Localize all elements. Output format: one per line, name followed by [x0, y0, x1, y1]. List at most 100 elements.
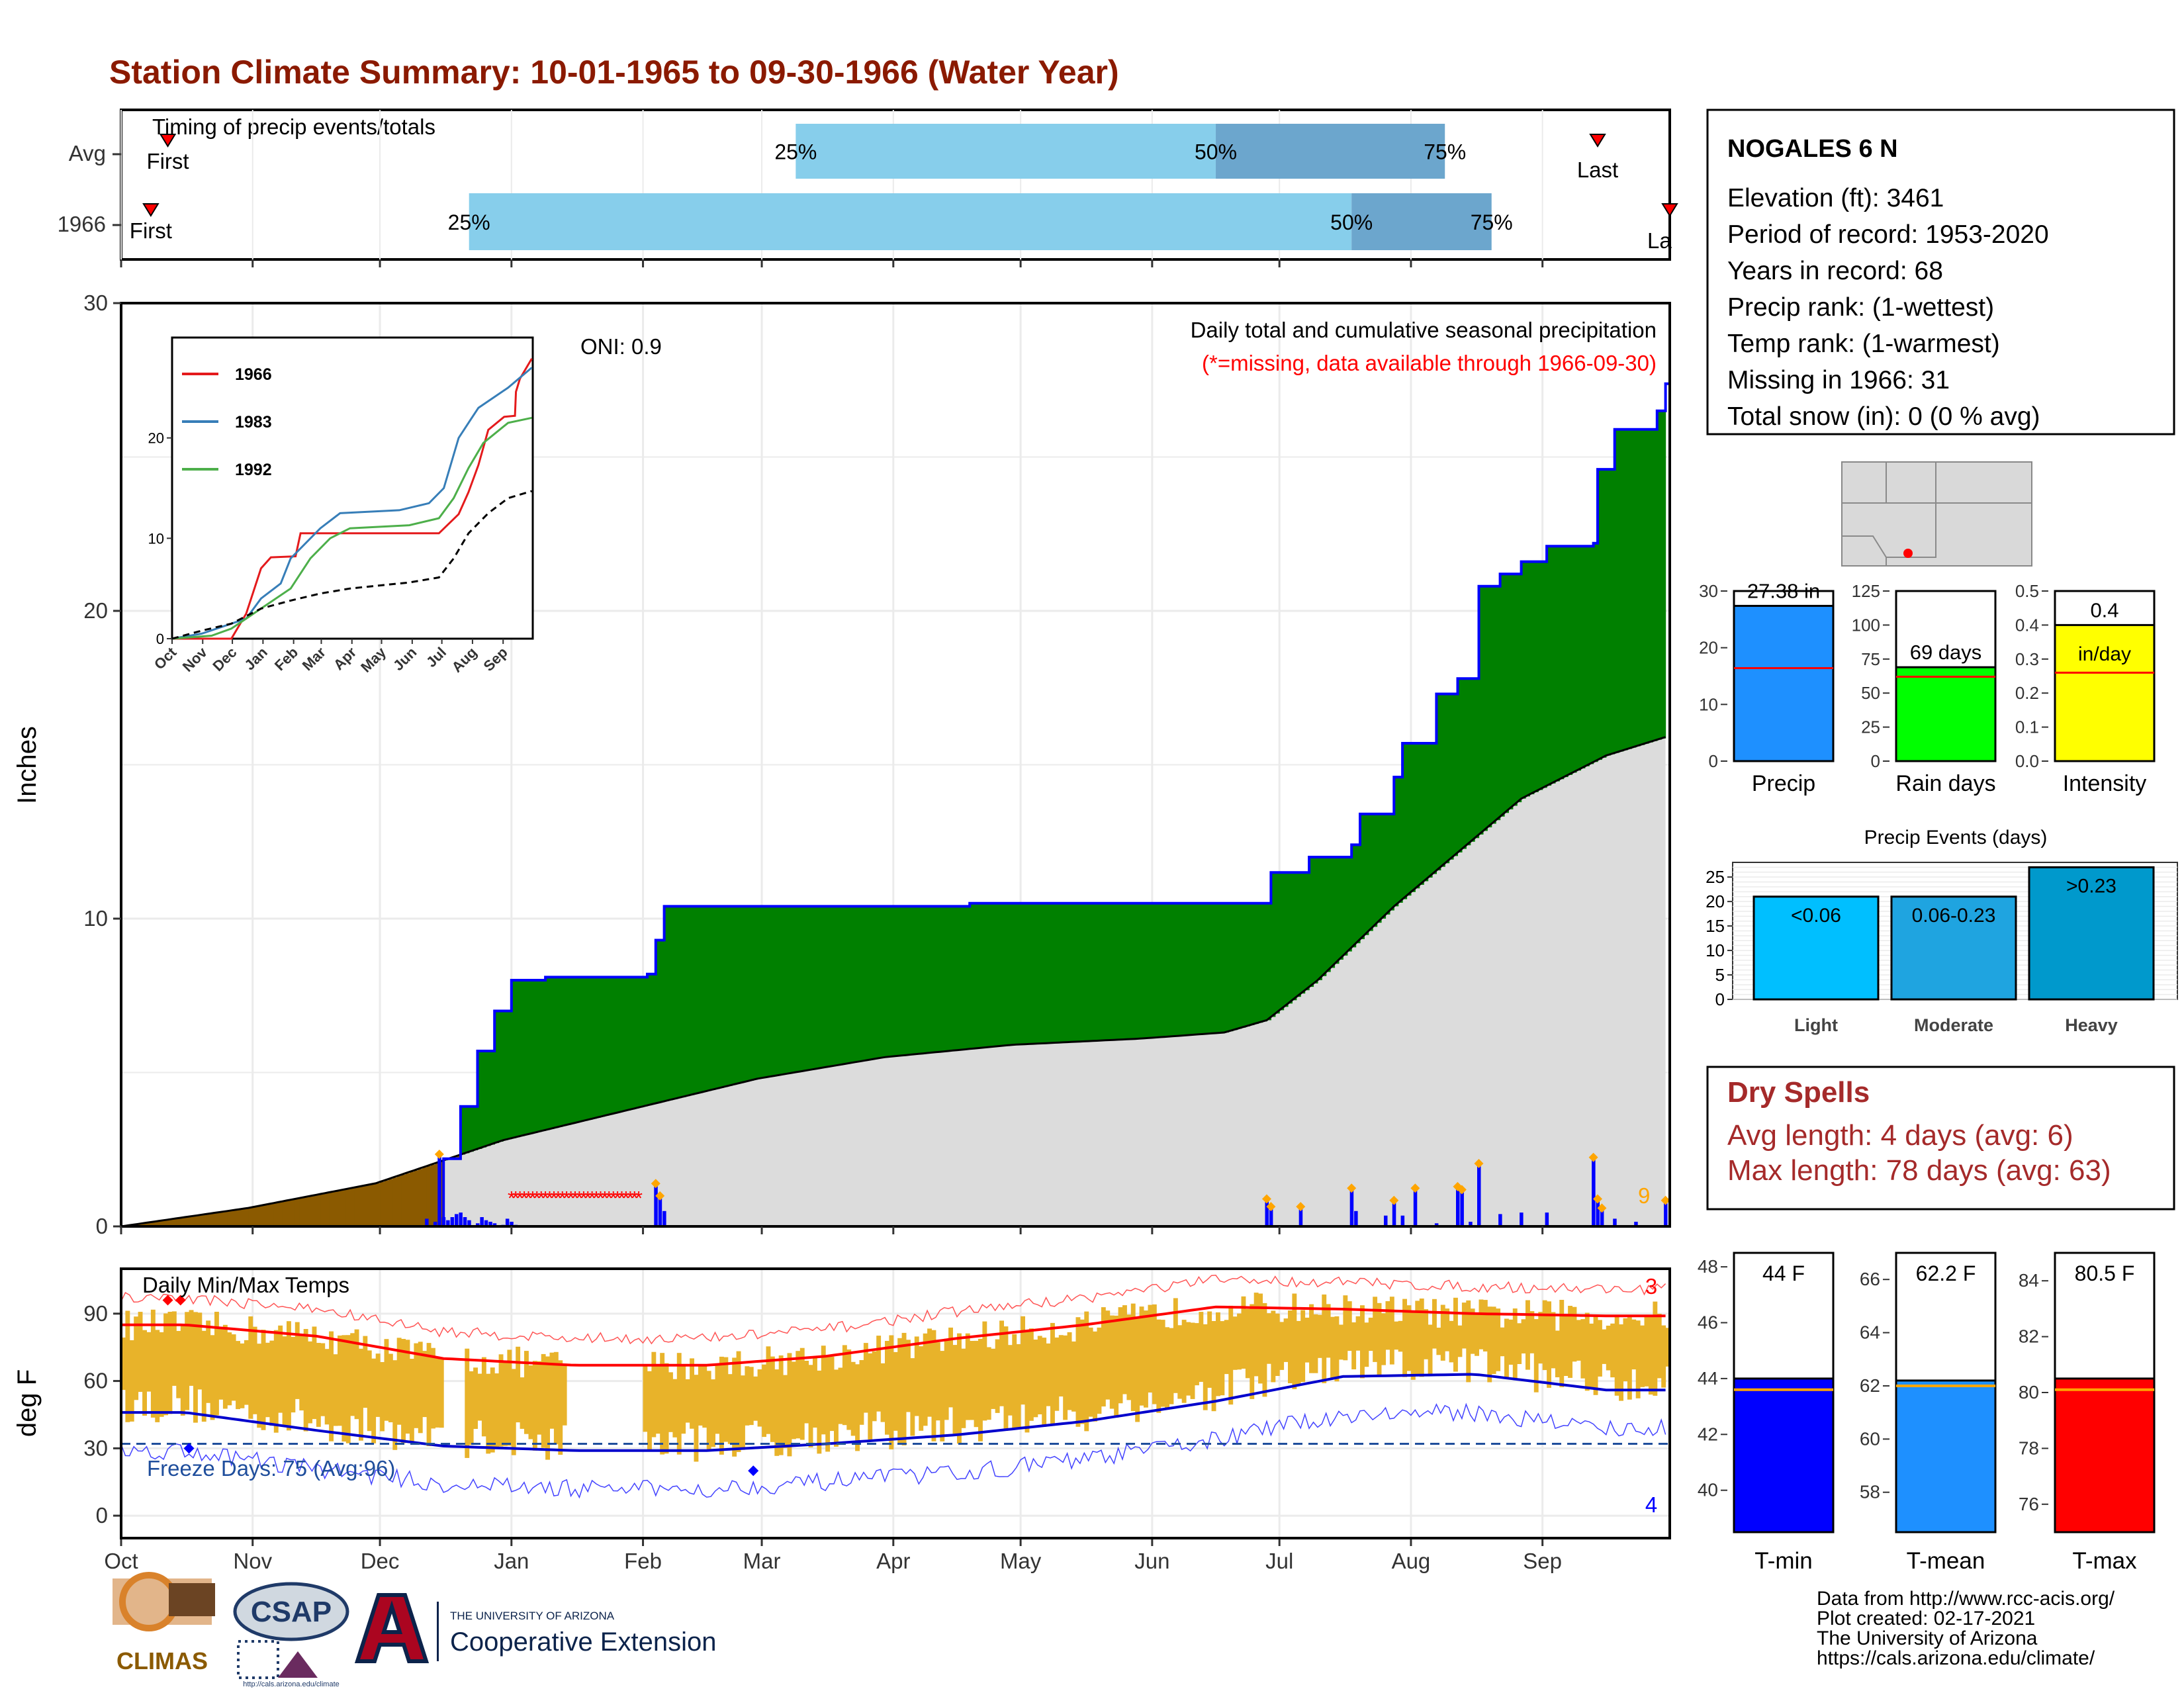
- daily-temp-bar: [554, 1352, 559, 1445]
- above-normal-segment: [851, 906, 856, 1063]
- daily-temp-bar: [1339, 1325, 1343, 1360]
- tmin-y-tick-label: 42: [1698, 1424, 1718, 1444]
- daily-temp-bar: [232, 1334, 236, 1400]
- above-normal-segment: [686, 906, 690, 1096]
- timing-year-last-label: La: [1647, 228, 1672, 253]
- above-normal-segment: [809, 906, 813, 1070]
- daily-temp-bar: [1029, 1328, 1034, 1421]
- above-normal-segment: [617, 977, 622, 1113]
- station-missing: Missing in 1966: 31: [1727, 366, 1950, 394]
- above-normal-segment: [758, 906, 762, 1078]
- daily-temp-bar: [686, 1379, 690, 1423]
- above-normal-segment: [626, 977, 631, 1111]
- daily-temp-bar: [893, 1352, 898, 1431]
- daily-temp-bar: [1500, 1328, 1505, 1357]
- above-normal-segment: [1386, 814, 1390, 915]
- daily-precip-bar: [654, 1185, 658, 1226]
- above-normal-segment: [1237, 903, 1242, 1029]
- above-normal-segment: [1297, 872, 1301, 997]
- above-normal-segment: [991, 903, 995, 1047]
- daily-temp-bar: [1356, 1316, 1361, 1351]
- daily-temp-bar: [206, 1320, 210, 1403]
- above-normal-segment: [1025, 903, 1030, 1044]
- above-normal-segment: [1381, 814, 1386, 919]
- raindays-y-tick-label: 25: [1861, 717, 1880, 737]
- above-normal-segment: [932, 906, 936, 1052]
- above-normal-segment: [1140, 903, 1144, 1039]
- daily-precip-bar: [1354, 1211, 1358, 1226]
- inset-legend-label: 1983: [235, 413, 272, 432]
- tmin-y-tick-label: 48: [1698, 1256, 1718, 1277]
- tmin-bar-fill: [1734, 1379, 1833, 1532]
- above-normal-segment: [834, 906, 839, 1066]
- below-normal-segment: [392, 1177, 397, 1226]
- events-category-label: Heavy: [2065, 1015, 2118, 1035]
- daily-temp-bar: [936, 1342, 940, 1420]
- above-normal-segment: [1144, 903, 1148, 1038]
- above-normal-segment: [1522, 562, 1526, 799]
- above-normal-segment: [1246, 903, 1250, 1027]
- dry-spells-title: Dry Spells: [1727, 1076, 1870, 1109]
- above-normal-segment: [1207, 903, 1212, 1034]
- above-normal-segment: [1118, 903, 1123, 1040]
- events-bar-label: <0.06: [1791, 905, 1841, 927]
- daily-temp-bar: [643, 1366, 648, 1432]
- daily-temp-bar: [851, 1362, 856, 1436]
- below-normal-segment: [385, 1181, 389, 1226]
- below-normal-segment: [346, 1189, 351, 1226]
- daily-temp-bar: [269, 1341, 274, 1426]
- temp-x-tick-label: Sep: [1523, 1549, 1562, 1573]
- below-normal-segment: [202, 1214, 206, 1226]
- daily-temp-bar: [728, 1374, 733, 1444]
- below-normal-segment: [316, 1195, 321, 1226]
- daily-temp-bar: [380, 1362, 385, 1432]
- above-normal-segment: [872, 906, 877, 1059]
- tmax-y-tick-label: 82: [2019, 1326, 2039, 1347]
- daily-temp-bar: [834, 1369, 839, 1447]
- daily-temp-bar: [283, 1336, 287, 1425]
- daily-temp-bar: [1156, 1320, 1161, 1413]
- daily-temp-bar: [392, 1360, 397, 1450]
- below-normal-segment: [397, 1176, 402, 1226]
- above-normal-segment: [1288, 872, 1293, 1003]
- footer-url: https://cals.arizona.edu/climate/: [1817, 1647, 2095, 1669]
- daily-temp-bar: [1576, 1320, 1581, 1360]
- above-normal-segment: [1216, 903, 1220, 1033]
- daily-temp-bar: [970, 1341, 974, 1420]
- daily-temp-bar: [1050, 1323, 1055, 1424]
- below-normal-segment: [261, 1205, 266, 1226]
- daily-temp-bar: [745, 1366, 749, 1426]
- timing-avg-p25-label: 25%: [774, 140, 817, 164]
- above-normal-segment: [796, 906, 800, 1072]
- dry-spells-max: Max length: 78 days (avg: 63): [1727, 1154, 2111, 1187]
- above-normal-segment: [1169, 903, 1174, 1036]
- timing-row-avg: Avg: [69, 141, 106, 165]
- above-normal-segment: [957, 906, 962, 1050]
- above-normal-segment: [1017, 903, 1021, 1045]
- daily-temp-bar: [1033, 1340, 1038, 1417]
- daily-temp-bar: [957, 1334, 962, 1444]
- daily-temp-bar: [1017, 1344, 1021, 1428]
- above-normal-segment: [1661, 411, 1666, 739]
- below-normal-segment: [257, 1207, 261, 1226]
- daily-temp-bar: [1585, 1313, 1590, 1391]
- above-normal-segment: [1449, 694, 1454, 860]
- above-normal-segment: [1572, 546, 1577, 772]
- daily-temp-bar: [821, 1346, 826, 1434]
- intensity-y-tick-label: 0.4: [2015, 615, 2039, 635]
- above-normal-segment: [609, 977, 614, 1115]
- timing-year-p75-label: 75%: [1471, 210, 1513, 234]
- below-normal-segment: [265, 1205, 270, 1226]
- below-normal-segment: [363, 1186, 367, 1226]
- daily-precip-bar: [451, 1217, 455, 1226]
- daily-temp-bar: [1199, 1312, 1203, 1382]
- daily-temp-bar: [1279, 1322, 1284, 1369]
- above-normal-segment: [1513, 574, 1518, 805]
- daily-temp-bar: [1097, 1328, 1102, 1414]
- daily-temp-bar: [860, 1360, 864, 1425]
- above-normal-segment: [1220, 903, 1224, 1033]
- tmean-y-tick-label: 66: [1860, 1269, 1880, 1289]
- above-normal-segment: [885, 906, 889, 1057]
- daily-temp-bar: [240, 1344, 245, 1408]
